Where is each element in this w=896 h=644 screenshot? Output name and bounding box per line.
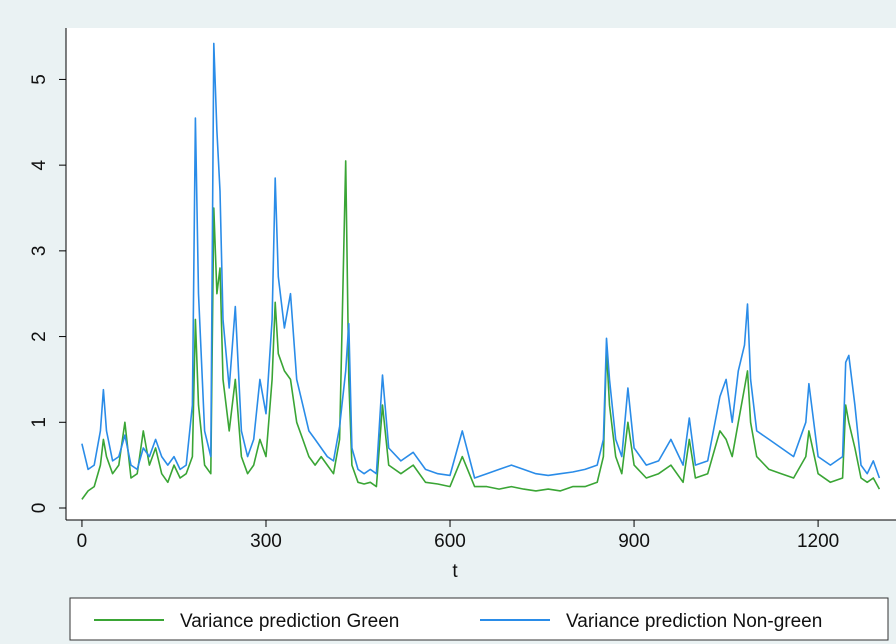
series-line (81, 160, 881, 500)
series-line (81, 42, 881, 479)
y-tick-label: 4 (29, 159, 50, 170)
x-tick-label: 1200 (797, 531, 839, 552)
y-tick-label: 5 (29, 74, 50, 85)
legend: Variance prediction Green Variance predic… (69, 597, 889, 641)
x-tick-label: 300 (250, 531, 282, 552)
lines (81, 42, 881, 500)
x-axis-label: t (452, 561, 458, 582)
plot-area (66, 28, 896, 520)
legend-label: Variance prediction Non-green (566, 611, 822, 632)
y-tick-label: 3 (29, 246, 50, 257)
y-tick-label: 0 (29, 503, 50, 514)
legend-box (69, 597, 889, 641)
x-tick-label: 0 (77, 531, 88, 552)
ticks: 0 1 2 3 4 5 0 300 600 900 1200 (29, 74, 839, 552)
x-tick-label: 600 (434, 531, 466, 552)
y-tick-label: 2 (29, 331, 50, 342)
legend-label: Variance prediction Green (180, 611, 399, 632)
y-tick-label: 1 (29, 417, 50, 428)
x-tick-label: 900 (618, 531, 650, 552)
